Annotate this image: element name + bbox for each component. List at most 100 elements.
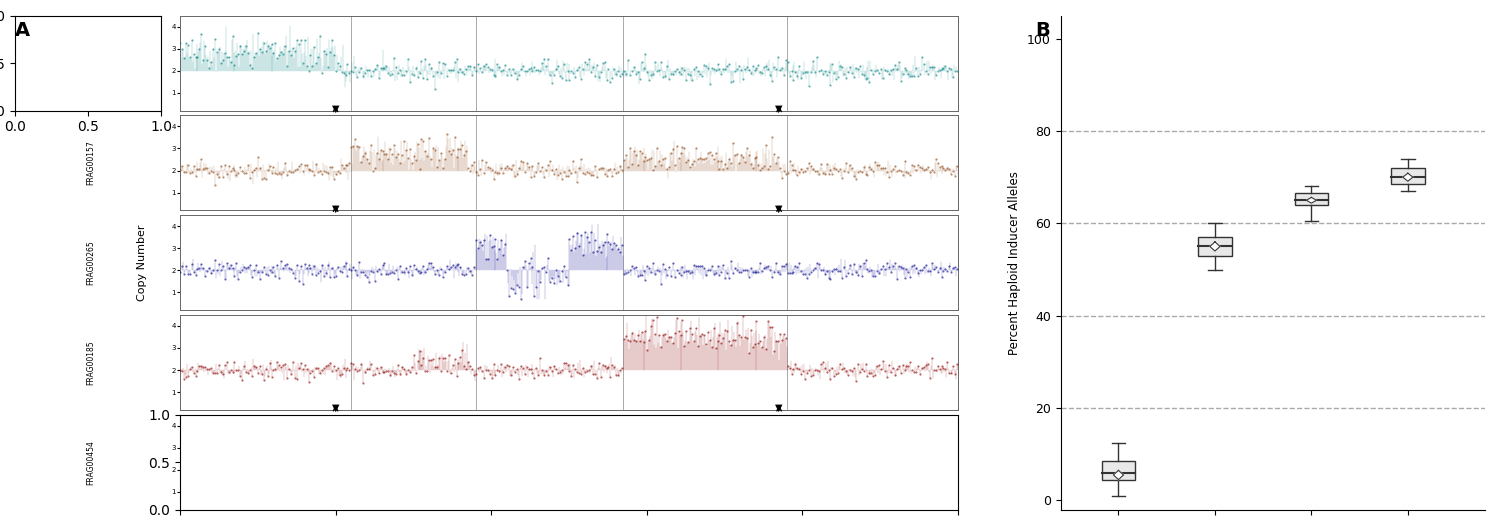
Point <box>375 453 399 462</box>
Point <box>636 155 660 164</box>
Point <box>710 267 734 276</box>
Point <box>555 360 579 369</box>
Point <box>414 367 438 375</box>
Point <box>236 161 260 170</box>
Point <box>417 356 441 365</box>
Point <box>201 45 225 53</box>
Point <box>853 444 877 452</box>
Point <box>566 178 590 186</box>
Point <box>396 268 420 276</box>
Point <box>564 168 588 176</box>
Point <box>567 164 591 172</box>
Point <box>201 168 225 176</box>
Point <box>690 462 714 471</box>
Point <box>488 470 512 478</box>
Point <box>650 280 674 288</box>
Point <box>806 166 830 175</box>
Point <box>656 271 680 279</box>
Point <box>578 55 602 63</box>
Point <box>225 259 249 267</box>
Point <box>555 172 579 180</box>
Point <box>424 453 448 461</box>
Point <box>216 162 240 170</box>
Point <box>526 468 550 476</box>
Point <box>669 271 693 279</box>
Point <box>448 458 472 466</box>
Point <box>429 265 453 273</box>
Point <box>386 275 410 283</box>
Point <box>716 164 740 173</box>
Point <box>830 63 854 71</box>
Point <box>427 354 451 362</box>
Point <box>686 67 709 75</box>
Point <box>480 66 504 74</box>
Point <box>219 261 243 269</box>
Point <box>261 49 285 57</box>
Point <box>520 369 544 377</box>
Point <box>444 372 468 381</box>
Point <box>758 266 782 274</box>
Point <box>932 365 956 373</box>
Point <box>288 160 312 168</box>
Point <box>544 266 568 275</box>
Point <box>382 269 406 277</box>
Point <box>604 370 628 379</box>
Point <box>536 371 560 380</box>
Point <box>441 462 465 471</box>
Point <box>366 455 390 463</box>
Point <box>652 72 676 80</box>
Point <box>597 166 621 174</box>
Point <box>588 470 612 478</box>
Point <box>790 69 814 77</box>
Point <box>705 60 729 69</box>
Point <box>750 69 774 77</box>
Point <box>758 462 782 470</box>
Point <box>466 364 490 372</box>
Point <box>438 66 462 74</box>
Point <box>536 468 560 476</box>
Point <box>480 374 504 382</box>
Point <box>509 466 532 475</box>
Point <box>304 270 328 279</box>
Point <box>435 262 459 270</box>
Point <box>450 140 474 149</box>
Point <box>702 154 726 163</box>
Point <box>728 159 752 167</box>
Point <box>716 62 740 70</box>
Point <box>486 168 510 177</box>
Point <box>222 358 246 366</box>
Point <box>336 463 360 472</box>
Point <box>756 262 780 270</box>
Point <box>748 68 772 76</box>
Point <box>776 462 800 470</box>
Point <box>564 243 588 252</box>
Point <box>938 262 962 270</box>
Point <box>303 373 327 382</box>
Text: ▼: ▼ <box>332 204 339 214</box>
Point <box>336 363 360 372</box>
Point <box>555 466 579 475</box>
Point <box>736 66 760 74</box>
Point <box>821 454 844 462</box>
Point <box>680 76 703 84</box>
Point <box>466 244 490 253</box>
Point <box>324 170 348 178</box>
Point <box>560 246 584 254</box>
Point <box>182 50 206 58</box>
Point <box>939 369 963 378</box>
Point <box>534 463 558 471</box>
Point <box>322 51 346 59</box>
Point <box>211 56 236 64</box>
Point <box>427 156 451 164</box>
Point <box>940 362 964 370</box>
Point <box>285 165 309 174</box>
Point <box>206 48 230 57</box>
Point <box>292 35 316 44</box>
Point <box>753 62 777 71</box>
Point <box>573 58 597 67</box>
Point <box>704 459 728 467</box>
Point <box>573 227 597 236</box>
Point <box>308 267 332 276</box>
Point <box>308 166 332 175</box>
Point <box>168 470 192 478</box>
